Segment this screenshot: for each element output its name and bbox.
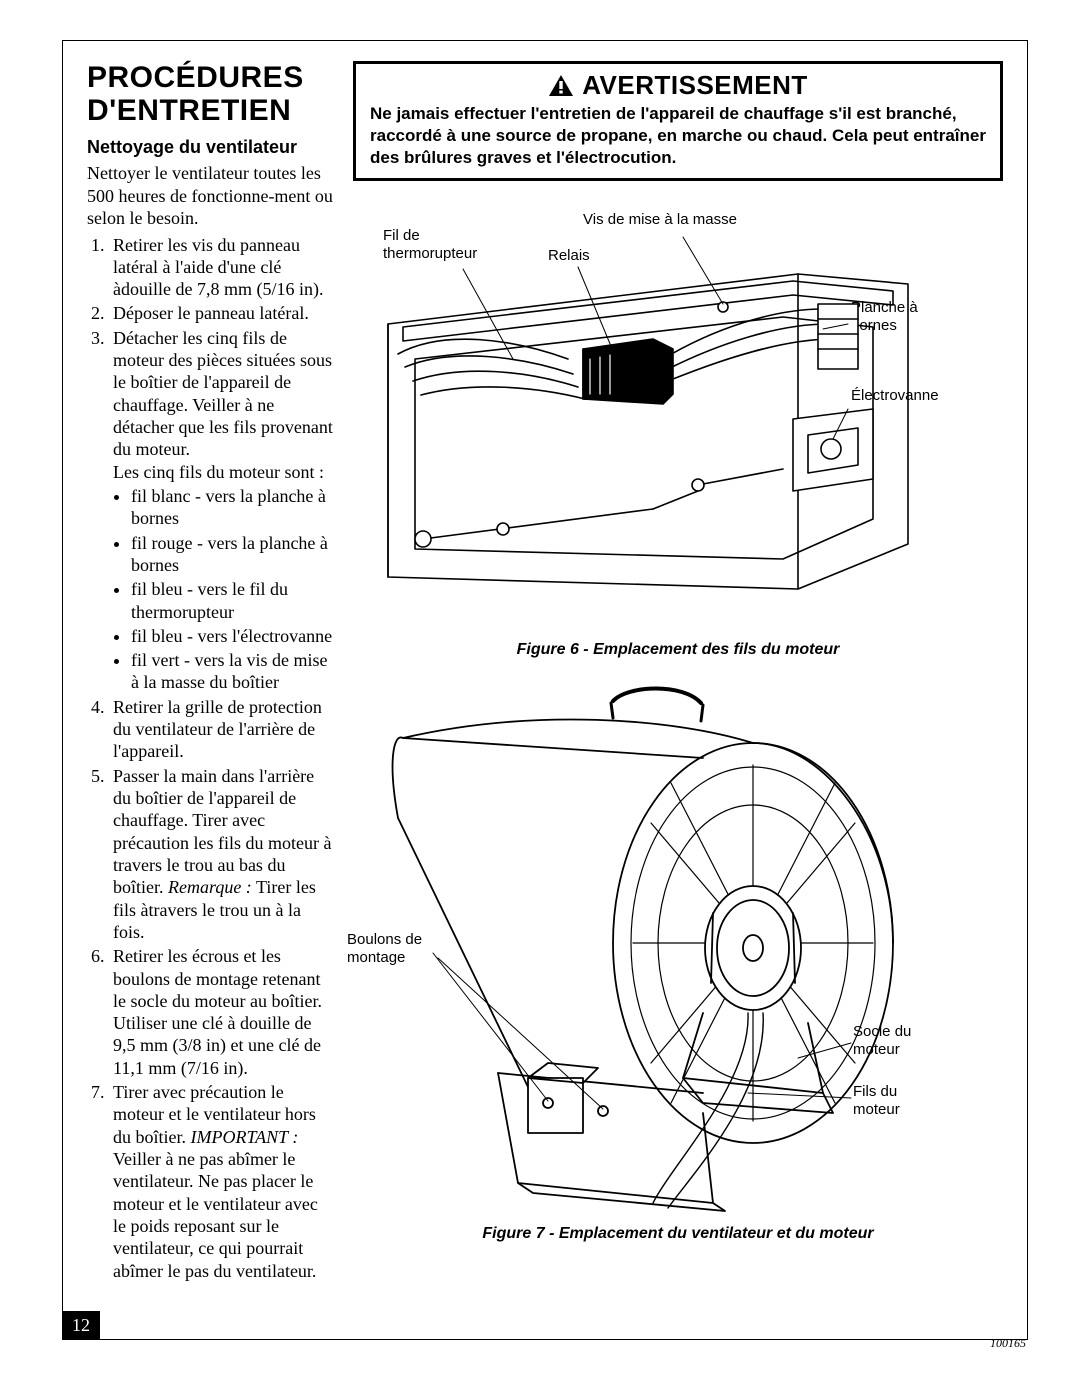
figure-7-caption: Figure 7 - Emplacement du ventilateur et… [353,1225,1003,1243]
warning-body: Ne jamais effectuer l'entretien de l'app… [370,103,986,168]
step-7-imp-label: IMPORTANT : [191,1127,299,1147]
sub-heading: Nettoyage du ventilateur [87,137,335,158]
step-3: Détacher les cinq fils de moteur des piè… [109,327,335,694]
figure-7-svg [353,663,993,1223]
doc-id: 100165 [990,1336,1026,1351]
step-4: Retirer la grille de protection du venti… [109,696,335,763]
figure-6: Fil de thermorupteur Vis de mise à la ma… [353,199,1003,659]
step-6: Retirer les écrous et les boulons de mon… [109,945,335,1079]
main-heading: PROCÉDURES D'ENTRETIEN [87,61,335,127]
steps-list: Retirer les vis du panneau latéral à l'a… [87,234,335,1282]
intro-text: Nettoyer le ventilateur toutes les 500 h… [87,162,335,230]
figure-7: Boulons de montage Socle du moteur Fils … [353,663,1003,1243]
wire-2: fil rouge - vers la planche à bornes [131,532,335,577]
wire-1: fil blanc - vers la planche à bornes [131,485,335,530]
step-5-note-label: Remarque : [168,877,252,897]
step-3-lead: Les cinq fils du moteur sont : [113,462,324,482]
step-1: Retirer les vis du panneau latéral à l'a… [109,234,335,301]
step-3-text: Détacher les cinq fils de moteur des piè… [113,328,333,460]
step-7b: Veiller à ne pas abîmer le ventilateur. … [113,1149,318,1281]
figure-6-caption: Figure 6 - Emplacement des fils du moteu… [353,641,1003,659]
wire-4: fil bleu - vers l'électrovanne [131,625,335,647]
step-2: Déposer le panneau latéral. [109,302,335,324]
warning-box: AVERTISSEMENT Ne jamais effectuer l'entr… [353,61,1003,181]
left-column: PROCÉDURES D'ENTRETIEN Nettoyage du vent… [87,61,335,1315]
warning-title: AVERTISSEMENT [582,70,808,101]
wire-list: fil blanc - vers la planche à bornes fil… [113,485,335,694]
wire-3: fil bleu - vers le fil du thermorupteur [131,578,335,623]
step-7: Tirer avec précaution le moteur et le ve… [109,1081,335,1282]
wire-5: fil vert - vers la vis de mise à la mass… [131,649,335,694]
warning-icon [548,74,574,98]
figure-6-svg [353,209,993,649]
right-column: AVERTISSEMENT Ne jamais effectuer l'entr… [353,61,1003,1315]
page-number: 12 [62,1311,100,1340]
warning-title-row: AVERTISSEMENT [370,70,986,101]
step-5: Passer la main dans l'arrière du boîtier… [109,765,335,944]
